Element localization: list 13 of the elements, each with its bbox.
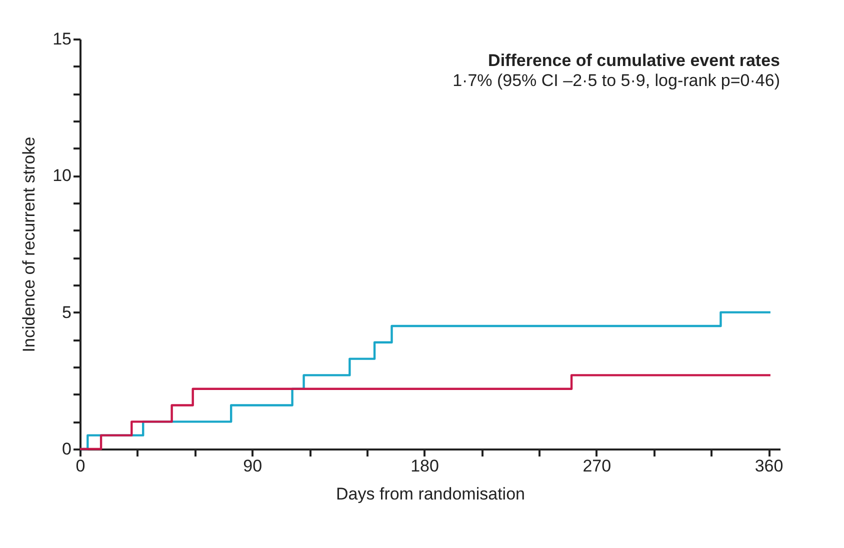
text: Difference of cumulative event rates xyxy=(488,51,780,70)
x-tick-label: 270 xyxy=(582,456,612,476)
y-tick-label: 10 xyxy=(52,166,72,186)
x-axis-title: Days from randomisation xyxy=(336,484,525,504)
x-tick-label: 90 xyxy=(243,456,262,476)
y-tick-label: 0 xyxy=(62,440,72,458)
y-tick-label: 15 xyxy=(52,30,72,48)
y-axis-title: Incidence of recurrent stroke xyxy=(20,136,39,352)
x-tick-label: 360 xyxy=(754,456,784,476)
x-tick-label: 0 xyxy=(76,456,86,476)
x-tick-label: 180 xyxy=(410,456,439,476)
text: 1·7% (95% CI –2·5 to 5·9, log-rank p=0·46) xyxy=(452,71,780,90)
y-tick-label: 5 xyxy=(62,302,72,322)
